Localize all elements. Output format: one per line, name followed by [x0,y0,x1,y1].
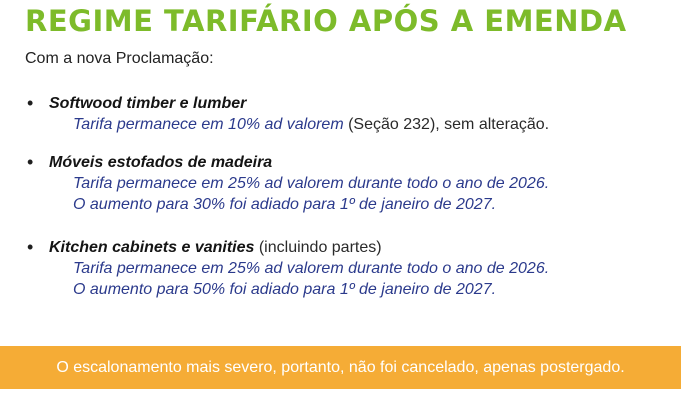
bullet-icon: • [27,93,34,113]
bullet-icon: • [27,152,34,172]
tariff-increase-text: O aumento para 50% foi adiado para 1º de… [73,281,497,298]
item-name: Móveis estofados de madeira [49,154,273,171]
tariff-rate-text: Tarifa permanece em 25% ad valorem duran… [73,260,550,277]
item-suffix: (incluindo partes) [254,239,382,256]
intro-text: Com a nova Proclamação: [25,50,214,67]
item-heading: • Móveis estofados de madeira [25,152,665,173]
item-name: Softwood timber e lumber [49,95,247,112]
tariff-rate-text: Tarifa permanece em 25% ad valorem duran… [73,175,550,192]
tariff-item-furniture: • Móveis estofados de madeira Tarifa per… [25,152,665,215]
item-detail-line: O aumento para 30% foi adiado para 1º de… [25,194,665,215]
tariff-increase-text: O aumento para 30% foi adiado para 1º de… [73,196,497,213]
summary-banner-text: O escalonamento mais severo, portanto, n… [56,358,625,376]
item-detail-line: O aumento para 50% foi adiado para 1º de… [25,279,665,300]
item-name: Kitchen cabinets e vanities [49,239,255,256]
bullet-icon: • [27,237,34,257]
page-title: REGIME TARIFÁRIO APÓS A EMENDA [25,4,627,38]
tariff-rate-text: Tarifa permanece em 10% ad valorem [73,116,344,133]
item-heading: • Kitchen cabinets e vanities (incluindo… [25,237,665,258]
tariff-item-softwood: • Softwood timber e lumber Tarifa perman… [25,93,665,135]
tariff-note-text: (Seção 232), sem alteração. [343,116,550,133]
item-detail-line: Tarifa permanece em 10% ad valorem (Seçã… [25,114,665,135]
item-heading: • Softwood timber e lumber [25,93,665,114]
summary-banner: O escalonamento mais severo, portanto, n… [0,346,681,389]
item-detail-line: Tarifa permanece em 25% ad valorem duran… [25,258,665,279]
tariff-item-cabinets: • Kitchen cabinets e vanities (incluindo… [25,237,665,300]
item-detail-line: Tarifa permanece em 25% ad valorem duran… [25,173,665,194]
